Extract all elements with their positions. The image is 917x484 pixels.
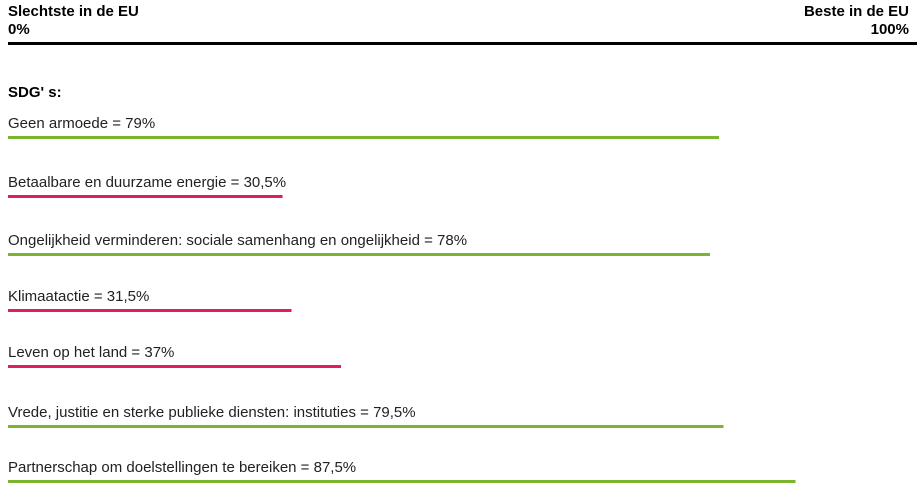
bar-label: Klimaatactie = 31,5%	[8, 288, 149, 305]
x-tick-label: 100%	[871, 21, 909, 38]
right-label: Beste in de EU	[804, 3, 909, 20]
header-rule	[8, 42, 917, 45]
bar-label: Geen armoede = 79%	[8, 115, 155, 132]
bar-label: Partnerschap om doelstellingen te bereik…	[8, 459, 356, 476]
bar	[8, 480, 796, 483]
bar-label: Betaalbare en duurzame energie = 30,5%	[8, 174, 286, 191]
bar-label: Ongelijkheid verminderen: sociale samenh…	[8, 232, 467, 249]
bar	[8, 195, 283, 198]
bar	[8, 425, 724, 428]
bar	[8, 136, 719, 139]
subtitle: SDG' s:	[8, 84, 62, 101]
bar	[8, 365, 341, 368]
bar-label: Vrede, justitie en sterke publieke diens…	[8, 404, 416, 421]
bar	[8, 253, 710, 256]
left-label: Slechtste in de EU	[8, 3, 139, 20]
bar	[8, 309, 292, 312]
x-tick-label: 0%	[8, 21, 30, 38]
bar-label: Leven op het land = 37%	[8, 344, 174, 361]
